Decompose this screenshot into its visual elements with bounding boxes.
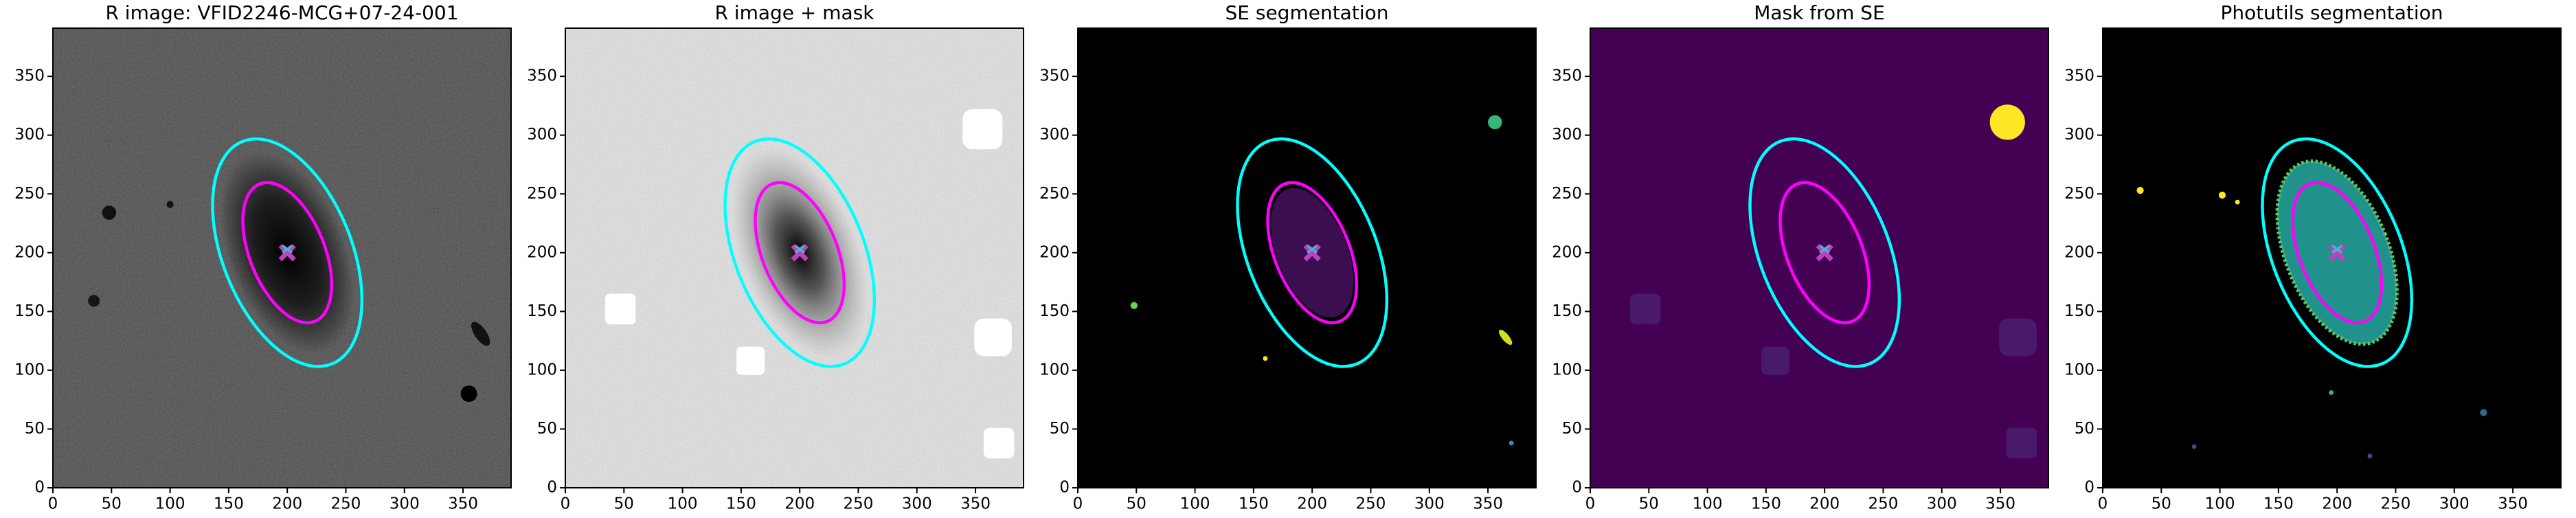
axes-frame [1077,27,1537,488]
x-tick-label: 50 [1127,495,1146,513]
x-tick-label: 150 [726,495,756,513]
y-tick-label: 100 [2064,361,2094,379]
y-tick-label: 300 [1552,126,1582,144]
x-tick-label: 0 [1073,495,1083,513]
y-tick-label: 0 [547,479,557,497]
x-tick-label: 100 [668,495,698,513]
x-tick-label: 150 [214,495,244,513]
y-tick-label: 150 [14,302,45,320]
y-tick-label: 250 [1552,185,1582,203]
x-tick-label: 150 [2263,495,2294,513]
y-tick-label: 250 [527,185,557,203]
y-tick-label: 350 [1039,67,1070,85]
x-tick-label: 300 [2439,495,2470,513]
image-panel [53,28,511,488]
y-tick-label: 200 [2064,243,2094,261]
y-tick-label: 200 [14,243,45,261]
y-tick-label: 100 [1552,361,1582,379]
x-tick-label: 350 [1985,495,2015,513]
x-tick-label: 300 [1927,495,1957,513]
y-tick-label: 50 [1562,420,1582,438]
x-tick-label: 150 [1751,495,1781,513]
y-tick-label: 100 [1039,361,1070,379]
x-tick-label: 100 [1693,495,1723,513]
y-tick-label: 150 [2064,302,2094,320]
y-tick-label: 50 [25,420,45,438]
x-tick-label: 250 [1868,495,1899,513]
x-tick-label: 250 [2381,495,2411,513]
y-tick-label: 300 [14,126,45,144]
panel-title: R image: VFID2246-MCG+07-24-001 [105,1,458,24]
axes-frame [2102,27,2562,488]
y-tick-label: 150 [1552,302,1582,320]
y-tick-label: 50 [537,420,557,438]
x-tick-label: 50 [102,495,122,513]
x-tick-label: 100 [155,495,185,513]
y-tick-label: 350 [527,67,557,85]
x-tick-label: 50 [614,495,634,513]
y-tick-label: 200 [1039,243,1070,261]
axes-frame [1590,27,2049,488]
image-panel [1078,28,1536,488]
x-tick-label: 300 [902,495,932,513]
y-tick-label: 150 [527,302,557,320]
x-tick-label: 350 [960,495,991,513]
x-tick-label: 200 [1809,495,1840,513]
x-tick-label: 0 [561,495,571,513]
y-tick-label: 100 [14,361,45,379]
x-tick-label: 100 [2205,495,2235,513]
y-tick-label: 300 [1039,126,1070,144]
x-tick-label: 200 [784,495,815,513]
y-tick-label: 350 [14,67,45,85]
axes-frame [52,27,512,488]
image-panel [1590,28,2048,488]
y-tick-label: 100 [527,361,557,379]
y-tick-label: 300 [2064,126,2094,144]
x-tick-label: 350 [1473,495,1503,513]
y-tick-label: 150 [1039,302,1070,320]
y-tick-label: 250 [2064,185,2094,203]
x-tick-label: 250 [844,495,874,513]
x-tick-label: 300 [1414,495,1445,513]
x-tick-label: 50 [1639,495,1659,513]
x-tick-label: 200 [2322,495,2352,513]
x-tick-label: 200 [1297,495,1327,513]
x-tick-label: 250 [1356,495,1386,513]
x-tick-label: 100 [1180,495,1210,513]
image-panel [2103,28,2561,488]
y-tick-label: 50 [2075,420,2094,438]
x-tick-label: 150 [1239,495,1269,513]
y-tick-label: 200 [527,243,557,261]
y-tick-label: 250 [1039,185,1070,203]
y-tick-label: 350 [2064,67,2094,85]
x-tick-label: 250 [331,495,361,513]
y-tick-label: 350 [1552,67,1582,85]
x-tick-label: 350 [2498,495,2528,513]
panel-title: R image + mask [714,1,874,24]
x-tick-label: 0 [2098,495,2108,513]
x-tick-label: 50 [2151,495,2171,513]
image-panel [565,28,1024,488]
y-tick-label: 50 [1050,420,1070,438]
y-tick-label: 0 [34,479,45,497]
y-tick-label: 250 [14,185,45,203]
x-tick-label: 350 [448,495,478,513]
x-tick-label: 0 [1585,495,1596,513]
x-tick-label: 300 [389,495,420,513]
panel-title: SE segmentation [1225,1,1389,24]
axes-frame [565,27,1024,488]
y-tick-label: 300 [527,126,557,144]
y-tick-label: 0 [2084,479,2094,497]
panel-title: Photutils segmentation [2220,1,2443,24]
x-tick-label: 0 [48,495,58,513]
panel-title: Mask from SE [1754,1,1885,24]
y-tick-label: 0 [1059,479,1070,497]
x-tick-label: 200 [272,495,302,513]
y-tick-label: 0 [1572,479,1582,497]
y-tick-label: 200 [1552,243,1582,261]
